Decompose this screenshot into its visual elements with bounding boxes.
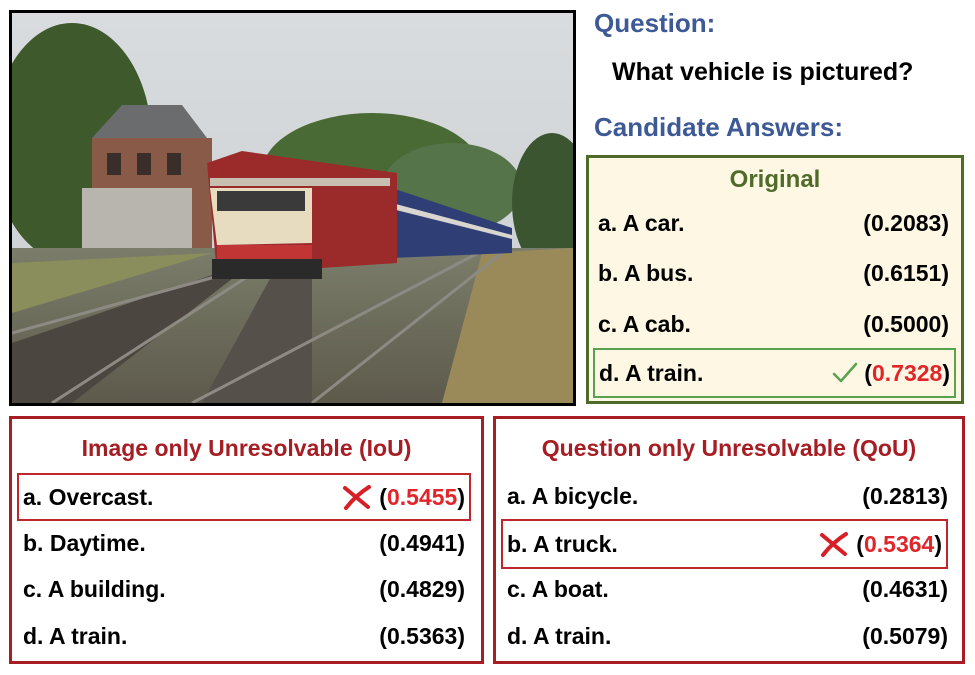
answer-label: b. A truck. <box>507 530 618 557</box>
answer-label: b. A bus. <box>598 259 694 286</box>
answer-label: b. Daytime. <box>23 529 146 556</box>
iou-answer-d: d. A train. (0.5363) <box>23 617 465 655</box>
iou-answer-a-highlight: a. Overcast. (0.5455) <box>17 473 471 521</box>
answer-score: (0.5000) <box>863 310 949 337</box>
answer-label: c. A cab. <box>598 310 691 337</box>
answer-label: a. A bicycle. <box>507 482 639 509</box>
answer-label: d. A train. <box>599 359 704 386</box>
train-photo <box>9 10 576 406</box>
answer-label: c. A building. <box>23 575 166 602</box>
iou-title: Image only Unresolvable (IoU) <box>81 435 412 461</box>
candidate-answers-heading: Candidate Answers: <box>594 112 843 142</box>
answer-score: (0.5455) <box>379 483 465 510</box>
qou-answer-a: a. A bicycle. (0.2813) <box>507 477 948 515</box>
original-answer-d-highlight: d. A train. (0.7328) <box>593 348 956 398</box>
answer-label: d. A train. <box>23 622 128 649</box>
answer-score: (0.4829) <box>379 575 465 602</box>
original-answers-box: Original a. A car. (0.2083) b. A bus. (0… <box>586 155 964 404</box>
qou-panel: Question only Unresolvable (QoU) a. A bi… <box>493 416 965 664</box>
answer-score: (0.4631) <box>862 575 948 602</box>
cross-icon <box>341 484 373 510</box>
qou-title: Question only Unresolvable (QoU) <box>541 435 917 461</box>
answer-score: (0.2083) <box>863 209 949 236</box>
answer-score: (0.5079) <box>862 622 948 649</box>
answer-score: (0.4941) <box>379 529 465 556</box>
iou-answer-c: c. A building. (0.4829) <box>23 570 465 608</box>
answer-label: d. A train. <box>507 622 612 649</box>
answer-label: c. A boat. <box>507 575 609 602</box>
original-answer-a: a. A car. (0.2083) <box>598 204 949 242</box>
iou-panel: Image only Unresolvable (IoU) a. Overcas… <box>9 416 484 664</box>
question-heading: Question: <box>594 8 716 38</box>
answer-score: (0.5364) <box>856 530 942 557</box>
original-answer-b: b. A bus. (0.6151) <box>598 254 949 292</box>
train-photo-illustration <box>12 13 573 403</box>
qou-answer-c: c. A boat. (0.4631) <box>507 570 948 608</box>
check-icon <box>832 362 858 384</box>
answer-score: (0.6151) <box>863 259 949 286</box>
cross-icon <box>818 531 850 557</box>
qou-answer-b-highlight: b. A truck. (0.5364) <box>501 519 948 569</box>
question-text: What vehicle is pictured? <box>612 58 914 86</box>
iou-answer-b: b. Daytime. (0.4941) <box>23 524 465 562</box>
answer-score: (0.5363) <box>379 622 465 649</box>
original-title: Original <box>729 166 821 193</box>
answer-label: a. Overcast. <box>23 483 154 510</box>
original-answer-c: c. A cab. (0.5000) <box>598 305 949 343</box>
answer-score: (0.7328) <box>864 359 950 386</box>
answer-score: (0.2813) <box>862 482 948 509</box>
answer-label: a. A car. <box>598 209 685 236</box>
qou-answer-d: d. A train. (0.5079) <box>507 617 948 655</box>
